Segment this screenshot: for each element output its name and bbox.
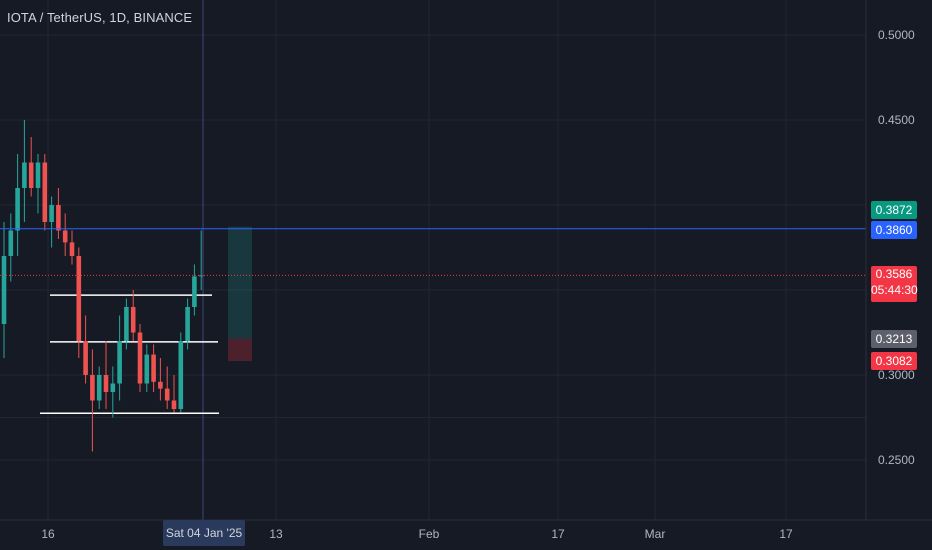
x-tick-label: 13 — [269, 527, 283, 541]
y-tick-label: 0.5000 — [878, 28, 915, 42]
candle-body — [83, 341, 88, 375]
time-axis[interactable]: 16 13 Feb 17 Mar 17 — [0, 519, 932, 541]
candle-body — [90, 375, 95, 401]
stop-zone — [228, 338, 252, 362]
candle-body — [62, 230, 68, 243]
candle-body — [22, 162, 27, 188]
candle-body — [69, 242, 75, 256]
candle-body — [124, 307, 129, 341]
entry-price-tag: 0.3213 — [871, 330, 917, 348]
candle-body — [96, 375, 102, 401]
candle-body — [130, 307, 136, 333]
candle-body — [198, 275, 204, 277]
candle-body — [192, 276, 197, 307]
current-price-value: 0.3586 — [875, 267, 913, 281]
y-tick-label: 0.3000 — [878, 368, 915, 382]
candle-body — [76, 256, 82, 341]
x-tick-label: 17 — [551, 527, 565, 541]
candle-body — [185, 307, 190, 341]
candle-body — [164, 388, 170, 401]
price-lines — [0, 228, 866, 276]
x-tick-label: 17 — [779, 527, 793, 541]
candle-body — [8, 230, 14, 256]
candle-body — [151, 354, 156, 382]
bar-countdown: 05:44:30 — [871, 283, 918, 297]
candle-body — [171, 400, 177, 409]
profit-zone — [228, 226, 252, 339]
long-position-tool[interactable] — [228, 226, 252, 362]
candle-body — [35, 162, 41, 188]
candle-body — [110, 383, 116, 392]
target-price-tag: 0.3872 — [871, 201, 917, 219]
horizontal-line-price-tag: 0.3860 — [871, 221, 917, 239]
candle-body — [56, 205, 61, 231]
candle-body — [49, 205, 54, 222]
candle-body — [15, 188, 20, 231]
crosshair-date-label: Sat 04 Jan '25 — [163, 520, 245, 546]
candle-body — [137, 332, 143, 384]
candle-body — [28, 162, 34, 188]
y-tick-label: 0.2500 — [878, 453, 915, 467]
y-tick-label: 0.4500 — [878, 113, 915, 127]
candle-body — [117, 341, 122, 384]
x-tick-label: Mar — [645, 527, 666, 541]
price-axis[interactable]: 0.5000 0.4500 0.3000 0.2500 — [865, 0, 915, 520]
candle-body — [158, 381, 163, 389]
x-tick-label: Feb — [419, 527, 440, 541]
candle-body — [42, 162, 48, 222]
symbol-title[interactable]: IOTA / TetherUS, 1D, BINANCE — [7, 10, 193, 25]
drawn-levels[interactable] — [40, 294, 219, 414]
current-price-tag: 0.3586 05:44:30 — [871, 266, 918, 302]
stop-price-tag: 0.3082 — [871, 352, 917, 370]
candle-body — [144, 354, 150, 384]
candle-body — [1, 256, 7, 324]
candle-body — [178, 341, 184, 409]
candlestick-series — [1, 120, 204, 452]
chart-grid — [0, 0, 866, 520]
candle-body — [103, 375, 109, 392]
x-tick-label: 16 — [41, 527, 55, 541]
